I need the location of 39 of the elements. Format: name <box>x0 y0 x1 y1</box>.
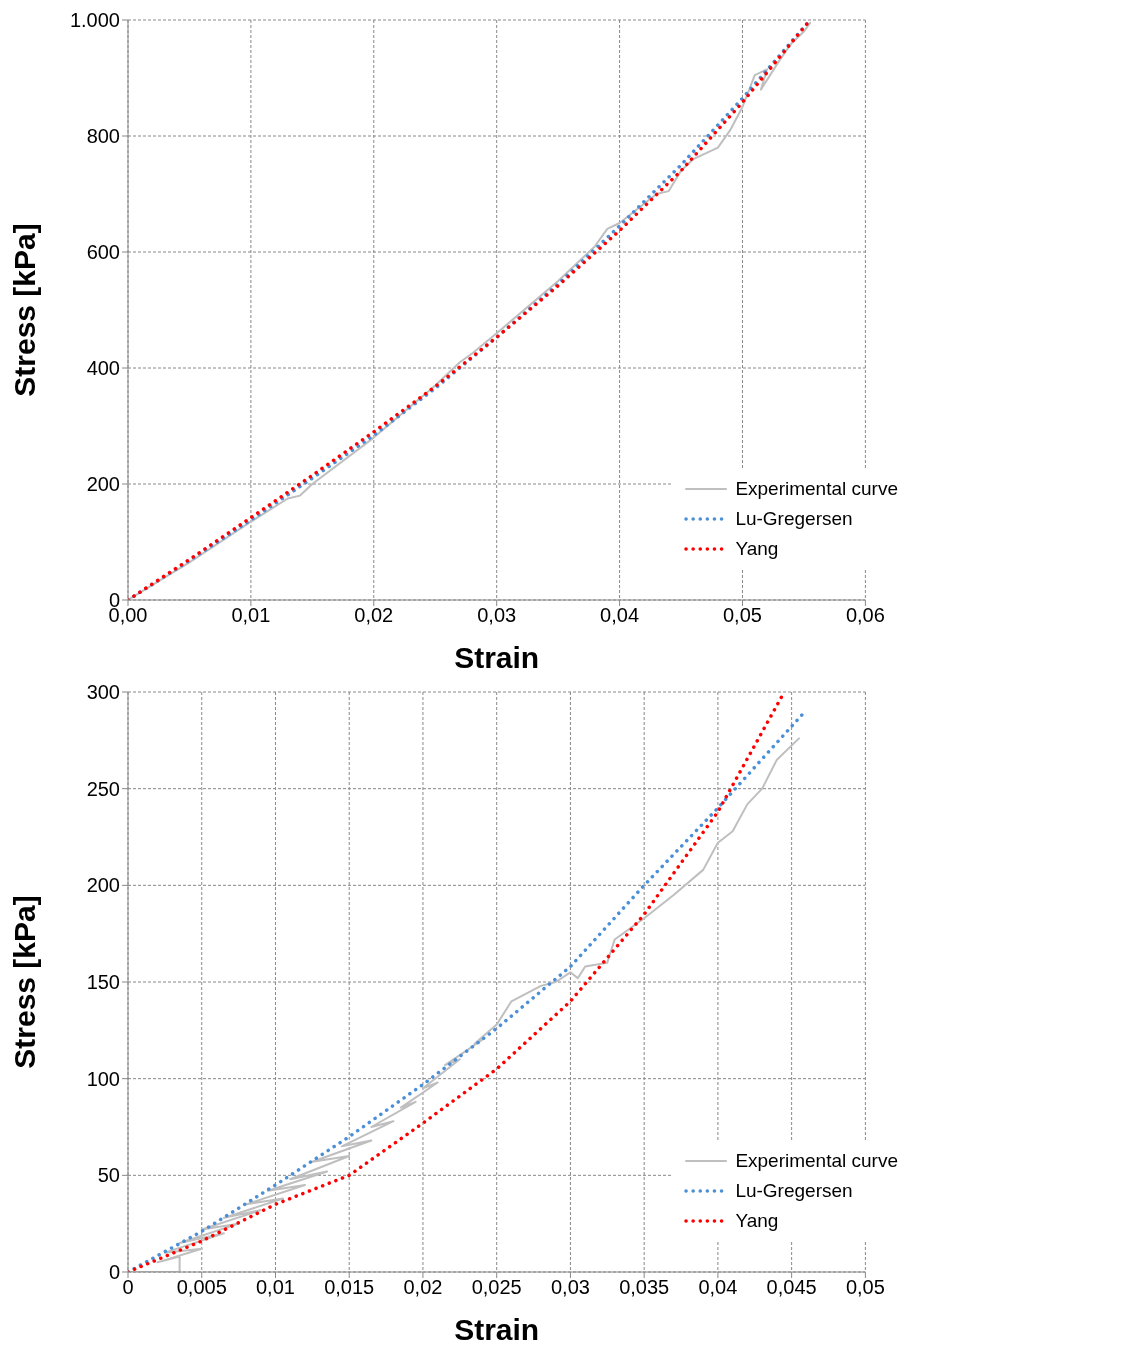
y-tick-label: 800 <box>86 125 120 148</box>
y-tick-label: 150 <box>86 971 120 994</box>
y-tick-label: 300 <box>86 681 120 704</box>
x-axis-title: Strain <box>454 1313 540 1346</box>
y-tick-label: 250 <box>86 777 120 800</box>
y-axis-title: Stress [kPa] <box>7 895 41 1069</box>
x-tick-label: 0,04 <box>698 1276 738 1299</box>
x-tick-label: 0,03 <box>477 604 517 627</box>
x-tick-label: 0,01 <box>231 604 271 627</box>
x-tick-label: 0,02 <box>354 604 394 627</box>
legend-label: Experimental curve <box>735 477 898 501</box>
legend-label: Lu-Gregersen <box>735 1179 853 1203</box>
legend-label: Lu-Gregersen <box>735 507 853 531</box>
x-tick-label: 0,015 <box>324 1276 375 1299</box>
y-tick-label: 50 <box>97 1164 120 1187</box>
y-tick-label: 1.000 <box>69 9 120 32</box>
y-tick-label: 600 <box>86 241 120 264</box>
legend-label: Experimental curve <box>735 1149 898 1173</box>
x-tick-label: 0,005 <box>176 1276 227 1299</box>
x-tick-label: 0 <box>122 1276 134 1299</box>
x-tick-label: 0,03 <box>550 1276 590 1299</box>
x-tick-label: 0,025 <box>471 1276 522 1299</box>
y-tick-label: 100 <box>86 1067 120 1090</box>
x-tick-label: 0,04 <box>600 604 640 627</box>
y-tick-label: 200 <box>86 874 120 897</box>
y-axis-title: Stress [kPa] <box>7 223 41 397</box>
x-tick-label: 0,01 <box>256 1276 295 1299</box>
x-tick-label: 0,02 <box>403 1276 443 1299</box>
x-tick-label: 0,06 <box>845 604 885 627</box>
legend-label: Yang <box>735 537 779 561</box>
x-tick-label: 0,05 <box>723 604 762 627</box>
legend-label: Yang <box>735 1209 779 1233</box>
x-tick-label: 0,045 <box>766 1276 817 1299</box>
x-tick-label: 0,035 <box>619 1276 670 1299</box>
x-axis-title: Strain <box>454 641 540 674</box>
y-tick-label: 400 <box>86 357 120 380</box>
x-tick-label: 0,05 <box>845 1276 885 1299</box>
y-tick-label: 0 <box>108 1261 120 1284</box>
y-tick-label: 200 <box>86 473 120 496</box>
